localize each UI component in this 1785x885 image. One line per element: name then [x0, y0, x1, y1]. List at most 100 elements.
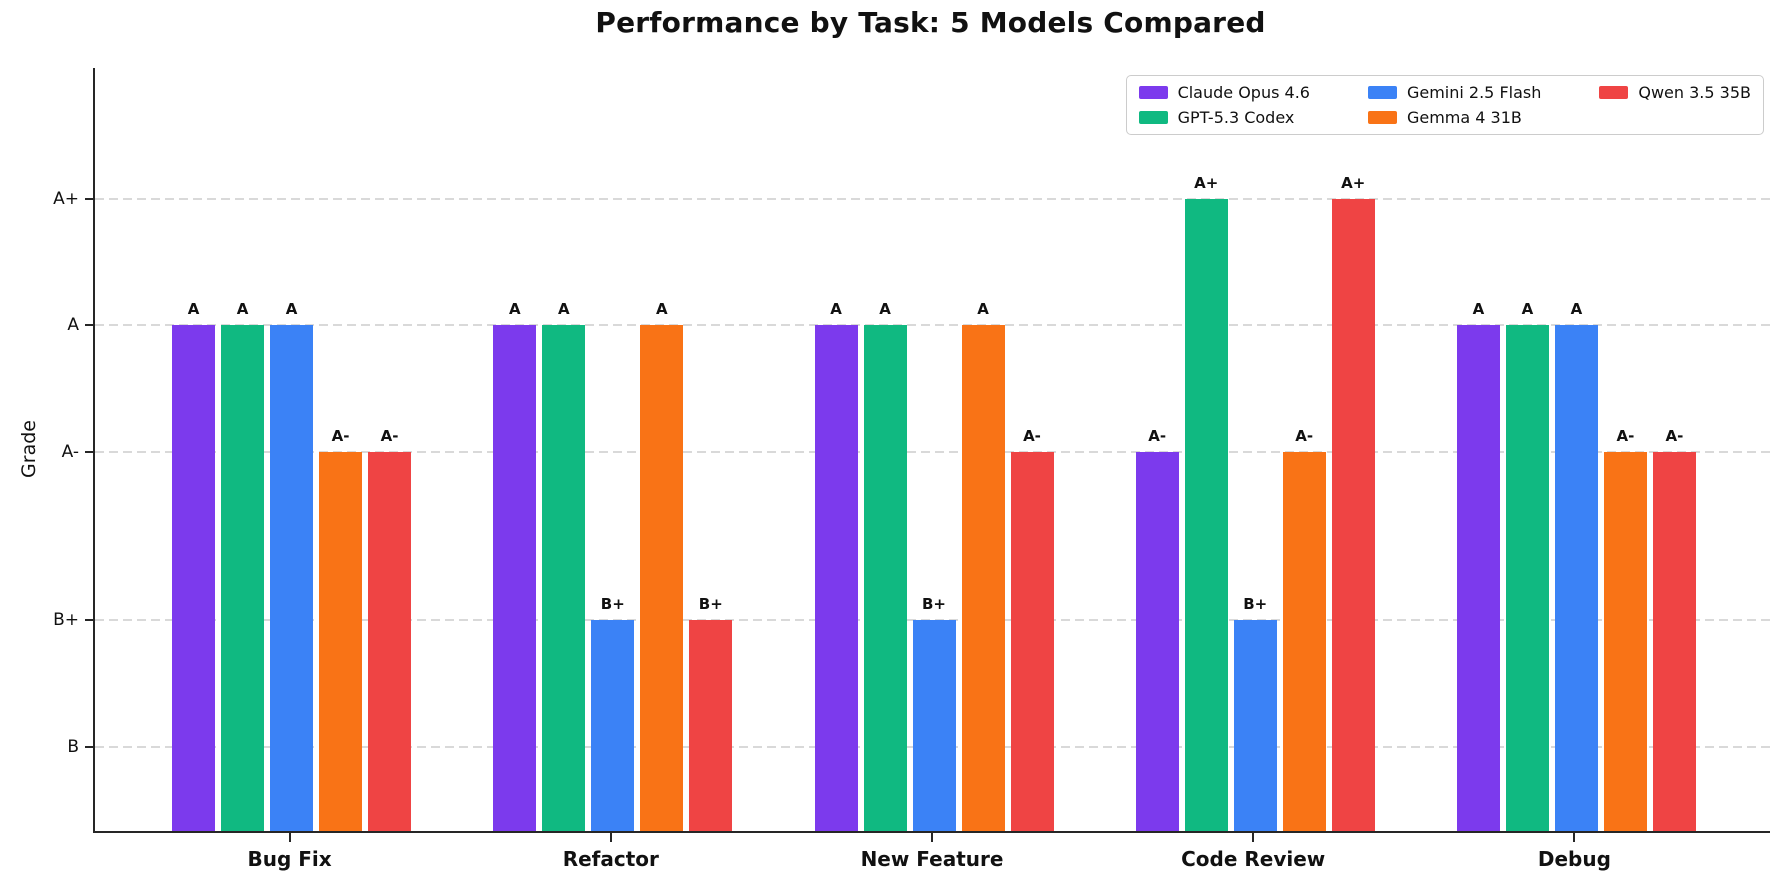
- y-tick-mark: [85, 745, 93, 748]
- legend-item: Gemma 4 31B: [1367, 108, 1541, 127]
- legend-swatch: [1367, 111, 1397, 124]
- bar: B+: [689, 595, 733, 831]
- y-tick-mark: [85, 197, 93, 200]
- legend-label: GPT-5.3 Codex: [1177, 108, 1295, 127]
- bar-value-label: B+: [698, 595, 723, 614]
- bar: A: [270, 300, 314, 831]
- x-tick-cell: Code Review: [1093, 833, 1414, 871]
- legend-swatch: [1138, 86, 1168, 99]
- legend-item: Gemini 2.5 Flash: [1367, 83, 1542, 102]
- bar-value-label: A: [285, 300, 298, 319]
- y-tick-mark: [85, 619, 93, 622]
- bar-value-label: A: [977, 300, 989, 319]
- x-tick-label: Debug: [1537, 847, 1611, 871]
- bar: A-: [319, 427, 363, 831]
- bar-value-label: A: [830, 300, 842, 319]
- bar-group-refactor: A A B+ A B+: [452, 68, 773, 831]
- legend-label: Qwen 3.5 35B: [1638, 83, 1751, 102]
- bar-value-label: A: [236, 300, 249, 319]
- bar-value-label: A-: [1023, 426, 1041, 445]
- bar-value-label: B+: [600, 595, 625, 614]
- bar: A+: [1184, 174, 1228, 831]
- legend: Claude Opus 4.6 GPT-5.3 Codex Gemini 2.5 F…: [1125, 75, 1764, 135]
- x-tick-mark: [288, 833, 291, 842]
- bar: B+: [591, 595, 635, 831]
- bar: A: [640, 300, 684, 831]
- bar: A: [961, 300, 1005, 831]
- gridline: [95, 450, 1770, 453]
- bar-group-code-review: A- A+ B+ A- A+: [1095, 68, 1416, 831]
- legend-swatch: [1599, 86, 1629, 99]
- x-tick-label: New Feature: [860, 847, 1004, 871]
- x-tick-cell: Debug: [1414, 833, 1735, 871]
- bar: A: [542, 300, 586, 831]
- bar-value-label: A: [1521, 300, 1534, 319]
- y-tick-label: B: [67, 736, 79, 757]
- legend-label: Gemini 2.5 Flash: [1406, 83, 1542, 102]
- x-axis-ticks: Bug Fix Refactor New Feature Code Review Deb…: [129, 833, 1735, 871]
- x-tick-label: Code Review: [1181, 847, 1326, 871]
- bar: A: [814, 300, 858, 831]
- y-tick-label: B+: [53, 610, 79, 631]
- bar: A-: [1010, 427, 1054, 831]
- bar: A+: [1331, 174, 1375, 831]
- bar-value-label: A+: [1194, 173, 1219, 192]
- bar-value-label: A: [557, 300, 570, 319]
- bar: A-: [1652, 427, 1696, 831]
- bar: B+: [1233, 595, 1277, 831]
- x-tick-mark: [609, 833, 612, 842]
- legend-label: Claude Opus 4.6: [1177, 83, 1310, 102]
- x-tick-mark: [1252, 833, 1255, 842]
- bar-value-label: A+: [1341, 173, 1366, 192]
- bar-value-label: B+: [921, 595, 947, 614]
- bar-value-label: A-: [1665, 426, 1684, 445]
- bar-value-label: A: [508, 300, 521, 319]
- bar: A: [493, 300, 537, 831]
- gridline: [95, 197, 1770, 200]
- x-tick-mark: [931, 833, 933, 842]
- bar-group-bug-fix: A A A A- A-: [131, 68, 452, 831]
- bar: B+: [912, 595, 956, 831]
- y-tick-label: A: [67, 315, 79, 336]
- bar-value-label: A: [187, 300, 200, 319]
- gridline: [95, 324, 1770, 327]
- bar-value-label: A-: [1616, 426, 1635, 445]
- bar: A: [1456, 300, 1500, 831]
- x-tick-mark: [1573, 833, 1576, 842]
- bar: A-: [1603, 427, 1647, 831]
- x-tick-label: Refactor: [562, 847, 659, 871]
- bar-value-label: B+: [1243, 595, 1268, 614]
- x-tick-cell: New Feature: [771, 833, 1092, 871]
- y-tick-label: A-: [61, 441, 79, 462]
- x-tick-cell: Bug Fix: [129, 833, 450, 871]
- bar-value-label: A: [1570, 300, 1583, 319]
- bar: A-: [368, 427, 412, 831]
- bar-value-label: A-: [1295, 426, 1314, 445]
- y-tick-label: A+: [53, 188, 79, 209]
- legend-item: Qwen 3.5 35B: [1599, 83, 1751, 102]
- bar-value-label: A: [879, 300, 891, 319]
- x-tick-label: Bug Fix: [247, 847, 332, 871]
- bar: A: [1505, 300, 1549, 831]
- bar-group-debug: A A A A- A-: [1416, 68, 1737, 831]
- y-tick-mark: [85, 450, 93, 453]
- chart-title: Performance by Task: 5 Models Compared: [595, 6, 1266, 39]
- bar-layer: A A A A- A- A A B+ A B+ A A B+ A A- A- A+ B+ A- A+ A A A A- A-: [131, 68, 1737, 831]
- bar: A-: [1135, 427, 1179, 831]
- bar-value-label: A-: [380, 426, 399, 445]
- legend-label: Gemma 4 31B: [1406, 108, 1522, 127]
- x-tick-cell: Refactor: [450, 833, 771, 871]
- legend-item: GPT-5.3 Codex: [1138, 108, 1310, 127]
- y-tick-mark: [85, 324, 93, 327]
- legend-swatch: [1367, 86, 1397, 99]
- plot-area: A+ A A- B+ B A A A A- A- A A B+ A B+ A A B+ A A- A- A+ B+ A- A+…: [53, 68, 1770, 833]
- bar-value-label: A: [1472, 300, 1485, 319]
- bar-value-label: A-: [1148, 426, 1167, 445]
- legend-item: Claude Opus 4.6: [1138, 83, 1310, 102]
- bar: A-: [1282, 427, 1326, 831]
- legend-swatch: [1138, 111, 1168, 124]
- bar: A: [1554, 300, 1598, 831]
- bar-group-new-feature: A A B+ A A-: [773, 68, 1094, 831]
- bar: A: [221, 300, 265, 831]
